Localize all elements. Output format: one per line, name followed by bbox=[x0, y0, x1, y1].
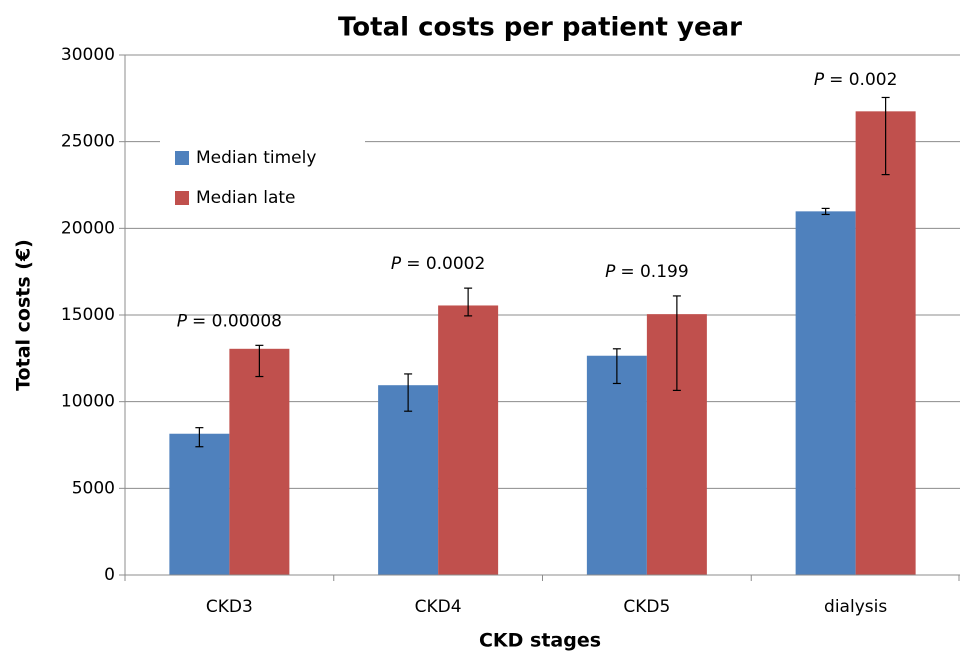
y-tick-label: 20000 bbox=[61, 218, 115, 238]
legend-swatch bbox=[175, 191, 189, 205]
y-tick-label: 25000 bbox=[61, 132, 115, 152]
y-tick-label: 0 bbox=[104, 565, 115, 585]
chart-title: Total costs per patient year bbox=[338, 13, 742, 43]
bar bbox=[855, 111, 916, 575]
annotation-text: = 0.002 bbox=[829, 70, 897, 90]
error-bar bbox=[672, 295, 681, 391]
x-tick-label: CKD4 bbox=[415, 597, 462, 617]
error-bar bbox=[404, 373, 413, 412]
error-bar bbox=[821, 207, 830, 216]
error-bar bbox=[255, 344, 264, 378]
legend-box bbox=[160, 122, 365, 217]
annotation: P = 0.002 bbox=[814, 70, 898, 90]
y-tick-label: 30000 bbox=[61, 45, 115, 65]
legend-label: Median timely bbox=[196, 148, 316, 168]
y-tick-label: 10000 bbox=[61, 392, 115, 412]
bar bbox=[586, 355, 647, 575]
annotation-text: = 0.0002 bbox=[406, 254, 485, 274]
annotation: P = 0.00008 bbox=[177, 311, 282, 331]
x-tick-label: dialysis bbox=[824, 597, 887, 617]
error-bar bbox=[464, 287, 473, 317]
annotation: P = 0.199 bbox=[605, 262, 689, 282]
legend-label: Median late bbox=[196, 188, 296, 208]
bar bbox=[378, 385, 439, 575]
x-tick-label: CKD5 bbox=[623, 597, 670, 617]
y-axis-label: Total costs (€) bbox=[13, 239, 35, 391]
bar bbox=[229, 348, 290, 575]
annotation: P = 0.0002 bbox=[391, 254, 485, 274]
x-tick-label: CKD3 bbox=[206, 597, 253, 617]
x-axis-label: CKD stages bbox=[479, 630, 601, 652]
annotation-variable: P bbox=[814, 70, 825, 90]
bar bbox=[795, 211, 856, 575]
bar bbox=[438, 305, 499, 575]
y-tick-label: 15000 bbox=[61, 305, 115, 325]
error-bar bbox=[612, 348, 621, 385]
annotation-variable: P bbox=[177, 311, 188, 331]
y-tick-label: 5000 bbox=[72, 478, 115, 498]
error-bar bbox=[881, 96, 890, 176]
annotation-variable: P bbox=[605, 262, 616, 282]
annotation-text: = 0.199 bbox=[620, 262, 688, 282]
annotation-text: = 0.00008 bbox=[192, 311, 282, 331]
error-bar bbox=[195, 427, 204, 448]
annotation-variable: P bbox=[391, 254, 402, 274]
bar bbox=[169, 433, 230, 575]
legend-swatch bbox=[175, 151, 189, 165]
